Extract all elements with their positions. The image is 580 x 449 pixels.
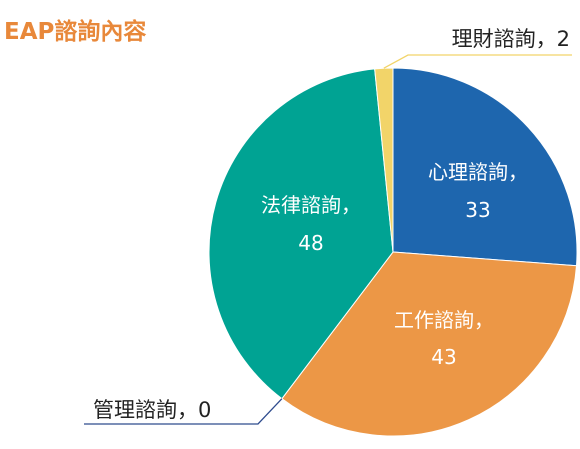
chart-title: EAP諮詢內容 xyxy=(4,19,147,45)
leader-line-management xyxy=(84,398,283,425)
slice-labels: 心理諮詢， 33 工作諮詢， 43 法律諮詢， 48 理財諮詢，2 管理諮詢，0 xyxy=(93,27,570,422)
pie-slices xyxy=(208,67,578,437)
pie-slice-legal xyxy=(208,68,394,400)
slice-value-legal: 48 xyxy=(298,231,323,255)
slice-label-legal: 法律諮詢， xyxy=(261,193,361,217)
callout-label-finance: 理財諮詢，2 xyxy=(452,27,570,51)
pie-slice-psychology xyxy=(392,67,578,267)
slice-label-work: 工作諮詢， xyxy=(394,308,494,332)
slice-value-work: 43 xyxy=(431,345,456,369)
leader-lines xyxy=(84,54,572,425)
slice-label-psychology: 心理諮詢， xyxy=(428,160,528,184)
leader-line-finance xyxy=(383,54,572,69)
callout-label-management: 管理諮詢，0 xyxy=(93,398,211,422)
slice-value-psychology: 33 xyxy=(465,198,490,222)
pie-slice-work xyxy=(281,251,578,437)
